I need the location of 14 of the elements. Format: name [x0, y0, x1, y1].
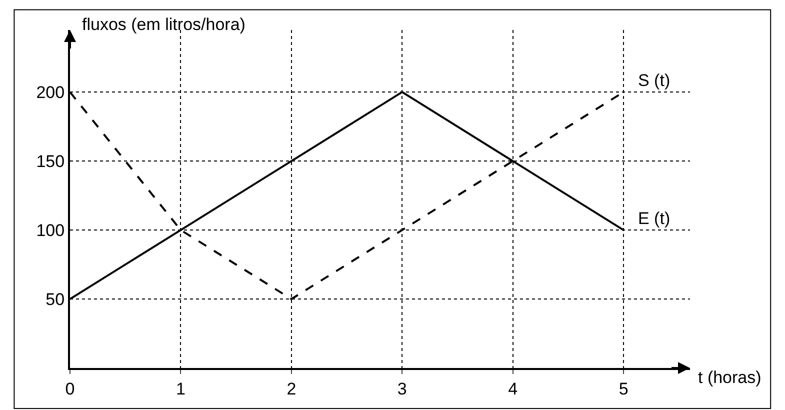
x-tick-label: 4 [508, 379, 518, 398]
x-tick-label: 0 [65, 379, 75, 398]
x-axis-title: t (horas) [698, 368, 762, 387]
x-tick-label: 3 [397, 379, 407, 398]
y-tick-label: 100 [36, 220, 65, 240]
x-tick-label: 2 [286, 379, 296, 398]
y-tick-label: 50 [46, 290, 65, 309]
x-tick-label: 5 [618, 379, 628, 398]
y-tick-label: 150 [36, 152, 65, 172]
series-label: E (t) [638, 209, 670, 228]
y-tick-label: 200 [36, 83, 65, 102]
x-tick-label: 1 [176, 379, 186, 398]
y-axis-title: fluxos (em litros/hora) [82, 15, 246, 34]
series-label: S (t) [638, 71, 670, 90]
